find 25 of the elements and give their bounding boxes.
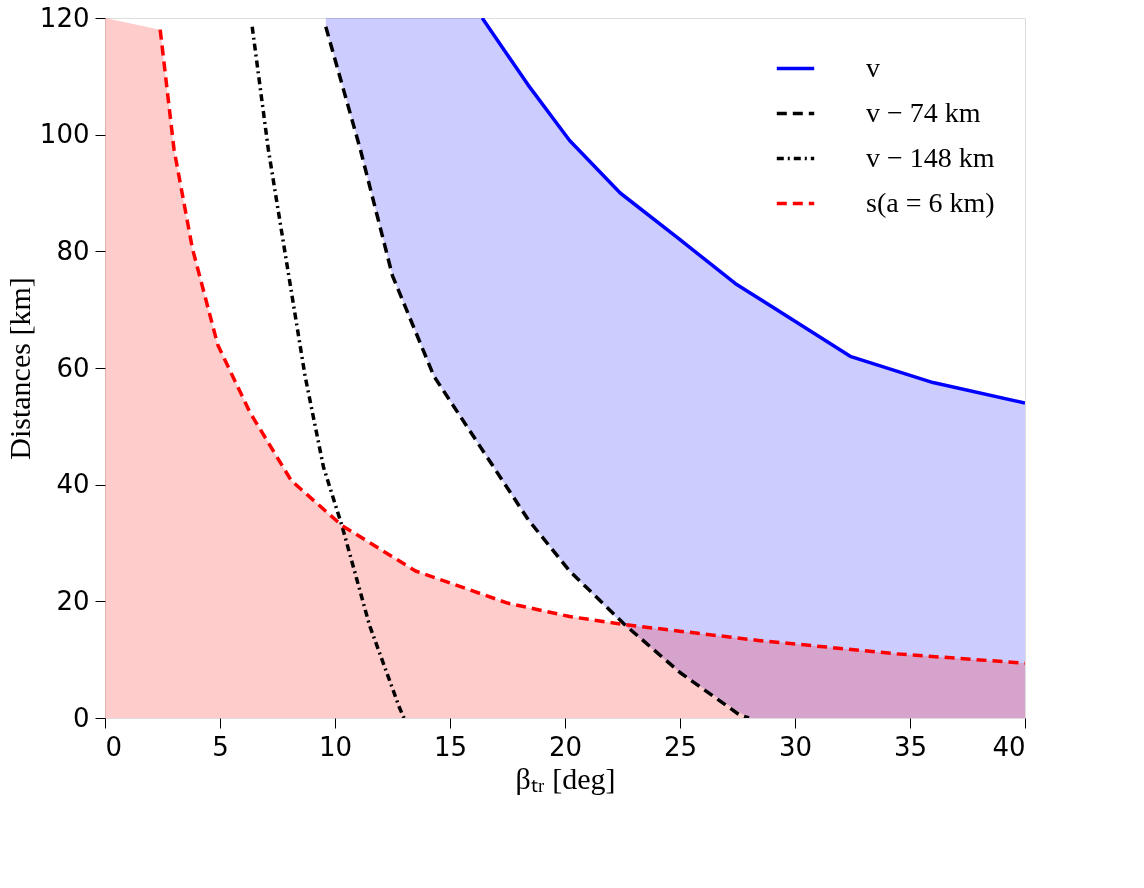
x-tick-label: 40 [992,731,1026,762]
x-tick-label: 0 [105,731,123,762]
x-tick-label: 35 [893,731,928,762]
x-tick-label: 30 [778,731,813,762]
y-axis-title: Distances [km] [2,277,36,460]
y-tick-label: 120 [39,2,90,33]
legend-label: s(a = 6 km) [866,186,995,218]
y-tick-label: 80 [56,235,90,266]
y-tick-label: 20 [56,585,90,616]
line-series [250,25,406,718]
x-tick-label: 25 [663,731,698,762]
y-tick-label: 100 [39,119,90,150]
legend-label: v − 148 km [866,141,995,173]
x-tick-label: 10 [318,731,353,762]
line-series [324,25,751,718]
x-tick-label: 15 [433,731,468,762]
y-tick-label: 40 [56,469,90,500]
x-tick-label: 20 [548,731,583,762]
y-tick-label: 0 [72,702,90,733]
line-series [480,18,1025,405]
x-tick-label: 5 [212,731,229,762]
legend-label: v [866,51,880,83]
x-axis-title: βₜᵣ [deg] [515,761,616,795]
legend-label: v − 74 km [866,96,981,128]
y-tick-label: 60 [56,352,90,383]
